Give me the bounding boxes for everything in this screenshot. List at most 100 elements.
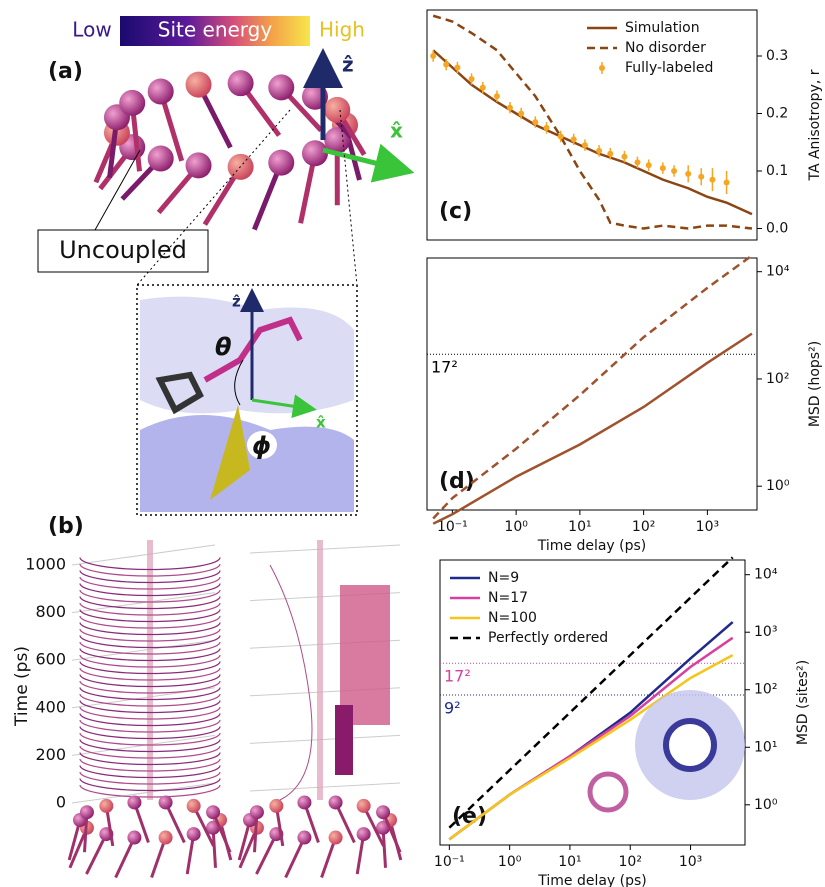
y-tick-label: 10⁴ [754, 567, 778, 583]
axis-rod [147, 540, 153, 800]
y-tick-label: 0.3 [766, 48, 788, 64]
legend-label: N=9 [488, 570, 519, 586]
panel-label: (c) [439, 199, 472, 224]
stick [362, 805, 385, 847]
trajectory [79, 778, 221, 792]
chromophore [268, 74, 295, 101]
trajectory [79, 680, 221, 694]
ring-illustration [93, 70, 367, 231]
legend-label: Fully-labeled [625, 60, 713, 76]
y-tick-label: 200 [35, 745, 66, 764]
trajectory [79, 771, 221, 785]
trajectory [79, 739, 221, 753]
legend-label: N=100 [488, 610, 537, 626]
chromophore [119, 89, 146, 116]
data-point [645, 162, 652, 169]
panel-a: Low Site energy High (a) ẑ x̂ Uncoupled … [37, 16, 415, 516]
x-tick-label: 10⁻¹ [437, 519, 468, 535]
chromophore [227, 70, 254, 97]
data-point [685, 170, 692, 177]
trajectory [79, 726, 221, 740]
x-arrow [322, 143, 415, 183]
chromophore [249, 805, 264, 820]
data-point [430, 53, 437, 59]
x-tick-label: 10³ [696, 519, 719, 535]
x-label: x̂ [390, 119, 403, 143]
trajectory [79, 641, 221, 655]
data-point [659, 165, 666, 172]
dipole-arrow [210, 405, 250, 500]
trajectory [79, 557, 221, 571]
grid-line [71, 544, 216, 566]
y-tick-label: 400 [35, 697, 66, 716]
grid-line [71, 592, 216, 614]
trajectory [79, 570, 221, 584]
chromophore [185, 152, 212, 179]
y-axis-label: MSD (hops²) [807, 341, 823, 427]
protein-surface [140, 296, 354, 414]
x-tick-label: 10¹ [568, 519, 591, 535]
trajectory [79, 648, 221, 662]
chart: 10⁻¹ 10⁰ 10¹ 10² 10³ 10⁰ 10² 10⁴ MSD (hops²) Time… [426, 254, 823, 554]
trajectory [79, 765, 221, 779]
y-tick-label: 1000 [25, 555, 66, 574]
chromophore [99, 798, 114, 813]
trajectory [79, 784, 221, 798]
stick [85, 833, 108, 875]
data-point [723, 179, 730, 186]
y-tick-label: 10¹ [754, 739, 777, 755]
callout-line [94, 149, 141, 231]
x-axis-label: Time delay (ps) [537, 538, 647, 554]
data-point [468, 76, 475, 82]
chromophore [297, 830, 312, 845]
trajectory [79, 615, 221, 629]
x-tick-label: 10³ [679, 854, 702, 870]
data-point [454, 64, 461, 71]
reference-label: 17² [431, 358, 458, 377]
panel-label: (d) [439, 469, 475, 494]
chromophore [158, 795, 173, 810]
data-point [634, 159, 641, 166]
colorbar-label: Site energy [158, 18, 273, 42]
x-tick-label: 10² [619, 854, 642, 870]
trajectory [335, 705, 353, 775]
molecule [155, 371, 204, 415]
y-tick-label: 10³ [754, 624, 777, 640]
trajectory [79, 758, 221, 772]
trajectory [79, 667, 221, 681]
chromophore [147, 145, 174, 172]
z-label: ẑ [232, 293, 241, 311]
chromophore [127, 795, 142, 810]
chromophore [356, 798, 371, 813]
panel-label: (a) [48, 59, 83, 84]
y-tick-label: 10² [754, 682, 777, 698]
series-line [432, 332, 753, 525]
y-tick-label: 0.2 [766, 106, 788, 122]
y-axis-label: MSD (sites²) [795, 660, 811, 745]
chromophore [297, 795, 312, 810]
stick [211, 811, 232, 853]
x-tick-label: 10⁰ [498, 854, 522, 870]
chromophore [206, 805, 221, 820]
trajectory [79, 713, 221, 727]
trajectory [79, 745, 221, 759]
stick [303, 801, 320, 843]
trajectory [79, 719, 221, 733]
grid-line [249, 544, 401, 554]
trajectory [79, 752, 221, 766]
y-tick-label: 10² [766, 371, 789, 387]
x-axis-label: Time delay (ps) [537, 873, 647, 887]
chromophore [356, 827, 371, 842]
y-tick-label: 10⁰ [766, 478, 790, 494]
series-line [432, 14, 753, 230]
chromophore [79, 805, 94, 820]
y-tick-label: 0.0 [766, 221, 788, 237]
trajectory [79, 563, 221, 577]
trajectory [79, 602, 221, 616]
chromophore [376, 805, 391, 820]
series-line [432, 49, 753, 216]
x-tick-label: 10⁻¹ [434, 854, 465, 870]
trajectory [79, 654, 221, 668]
x-tick-label: 10⁰ [504, 519, 528, 535]
